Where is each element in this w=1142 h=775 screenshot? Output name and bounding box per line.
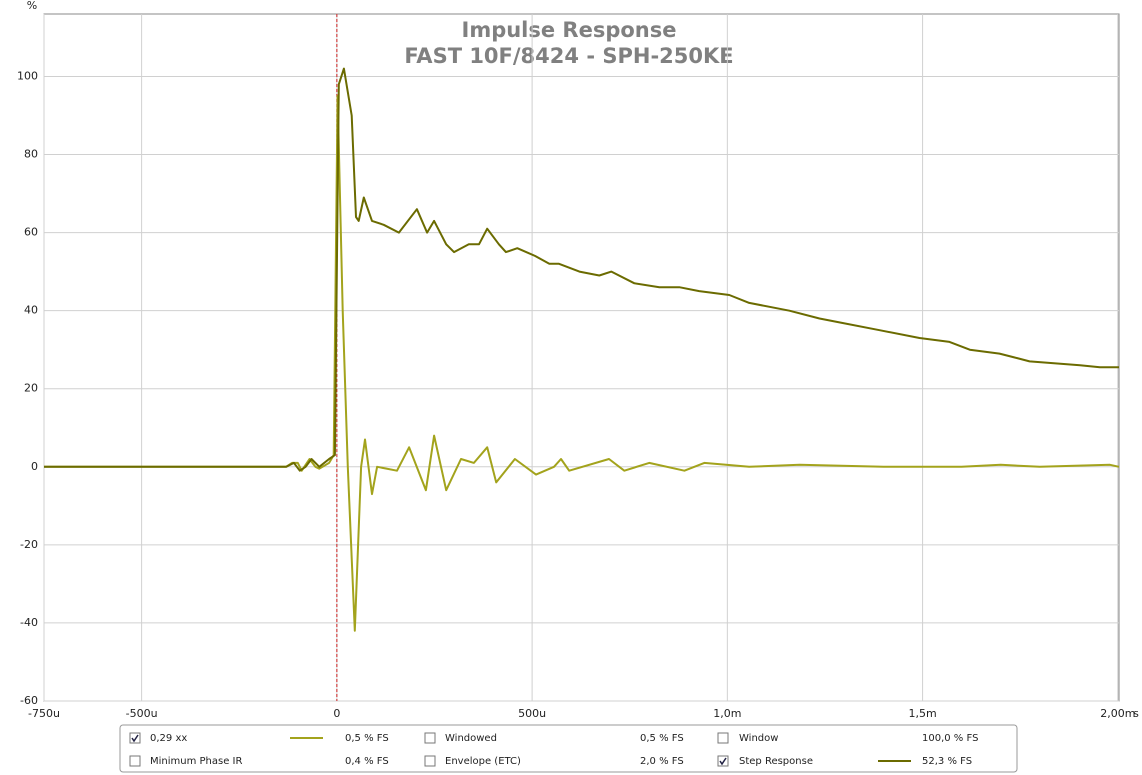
legend-reading: 0,5 % FS [640,733,684,744]
x-axis-label: s [1133,707,1139,720]
y-tick-label: 60 [24,226,38,239]
y-tick-label: 20 [24,382,38,395]
series-line [44,95,1120,632]
legend-reading: 52,3 % FS [922,756,972,767]
y-tick-label: -20 [20,538,38,551]
legend-reading: 0,5 % FS [345,733,389,744]
legend-checkbox[interactable] [717,732,729,744]
legend-label: Envelope (ETC) [445,756,521,767]
y-tick-label: 40 [24,304,38,317]
legend-label: Windowed [445,733,497,744]
plot-area [43,13,1120,702]
y-tick-label: -40 [20,616,38,629]
legend-checkbox[interactable] [129,732,141,744]
legend-check [719,757,727,766]
y-axis-label: % [27,0,37,12]
legend-reading: 100,0 % FS [922,733,978,744]
legend-label: Window [739,733,778,744]
legend-checkbox[interactable] [424,732,436,744]
chart-subtitle: FAST 10F/8424 - SPH-250KE [404,44,733,68]
x-tick-label: 1,5m [908,707,936,720]
series-line [44,67,1119,472]
y-tick-label: 80 [24,148,38,161]
x-tick-label: 2,00m [1100,707,1135,720]
legend-label: Minimum Phase IR [150,756,243,767]
y-tick-label: 0 [31,460,38,473]
x-tick-label: 0 [333,707,340,720]
y-tick-label: 100 [17,69,38,82]
legend-label: 0,29 xx [150,733,187,744]
legend-label: Step Response [739,756,813,767]
x-tick-label: -500u [126,707,158,720]
legend-checkbox[interactable] [424,755,436,767]
legend-reading: 0,4 % FS [345,756,389,767]
x-tick-label: 500u [518,707,546,720]
y-tick-label: -60 [20,694,38,707]
chart-title: Impulse Response [462,18,677,42]
x-tick-label: -750u [28,707,60,720]
legend-checkbox[interactable] [717,755,729,767]
legend-box [119,724,1018,773]
legend-reading: 2,0 % FS [640,756,684,767]
legend-checkbox[interactable] [129,755,141,767]
legend-check [131,734,139,743]
x-tick-label: 1,0m [713,707,741,720]
